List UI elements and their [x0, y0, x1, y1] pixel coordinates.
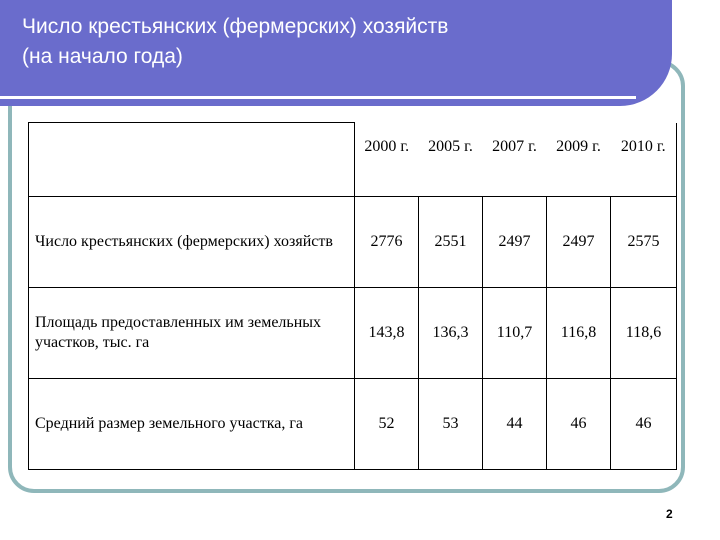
row-label: Средний размер земельного участка, га — [28, 378, 355, 470]
cell-value: 44 — [482, 378, 547, 470]
data-table-container: 2000 г. 2005 г. 2007 г. 2009 г. 2010 г. … — [28, 122, 677, 470]
slide-title: Число крестьянских (фермерских) хозяйств… — [22, 12, 448, 72]
cell-value: 143,8 — [354, 287, 419, 379]
cell-value: 2776 — [354, 196, 419, 288]
year-2000: 2000 г. — [354, 122, 419, 197]
cell-value: 53 — [418, 378, 483, 470]
cell-value: 2497 — [482, 196, 547, 288]
year-2010: 2010 г. — [610, 122, 677, 197]
year-2007: 2007 г. — [492, 138, 537, 155]
cell-value: 118,6 — [610, 287, 677, 379]
cell-value: 136,3 — [418, 287, 483, 379]
title-line-2: (на начало года) — [22, 45, 183, 68]
table-header-row: 2000 г. 2005 г. 2007 г. 2009 г. 2010 г. — [28, 122, 677, 197]
row-label: Число крестьянских (фермерских) хозяйств — [28, 196, 355, 288]
farms-table: 2000 г. 2005 г. 2007 г. 2009 г. 2010 г. … — [28, 122, 677, 470]
year-2009: 2009 г. — [556, 138, 601, 155]
year-2005: 2005 г. — [428, 138, 473, 155]
slide-header: Число крестьянских (фермерских) хозяйств… — [0, 0, 672, 106]
title-line-1: Число крестьянских (фермерских) хозяйств — [22, 15, 449, 38]
table-row: Площадь предоставленных им земельных уча… — [28, 287, 677, 379]
page-number: 2 — [666, 507, 673, 521]
cell-value: 46 — [546, 378, 611, 470]
cell-value: 52 — [354, 378, 419, 470]
table-row: Число крестьянских (фермерских) хозяйств… — [28, 196, 677, 288]
cell-value: 110,7 — [482, 287, 547, 379]
cell-value: 46 — [610, 378, 677, 470]
row-label: Площадь предоставленных им земельных уча… — [28, 287, 355, 379]
header-blank-cell — [28, 122, 355, 197]
cell-value: 2575 — [610, 196, 677, 288]
header-divider — [0, 96, 636, 99]
cell-value: 2551 — [418, 196, 483, 288]
cell-value: 116,8 — [546, 287, 611, 379]
cell-value: 2497 — [546, 196, 611, 288]
table-row: Средний размер земельного участка, га 52… — [28, 378, 677, 470]
